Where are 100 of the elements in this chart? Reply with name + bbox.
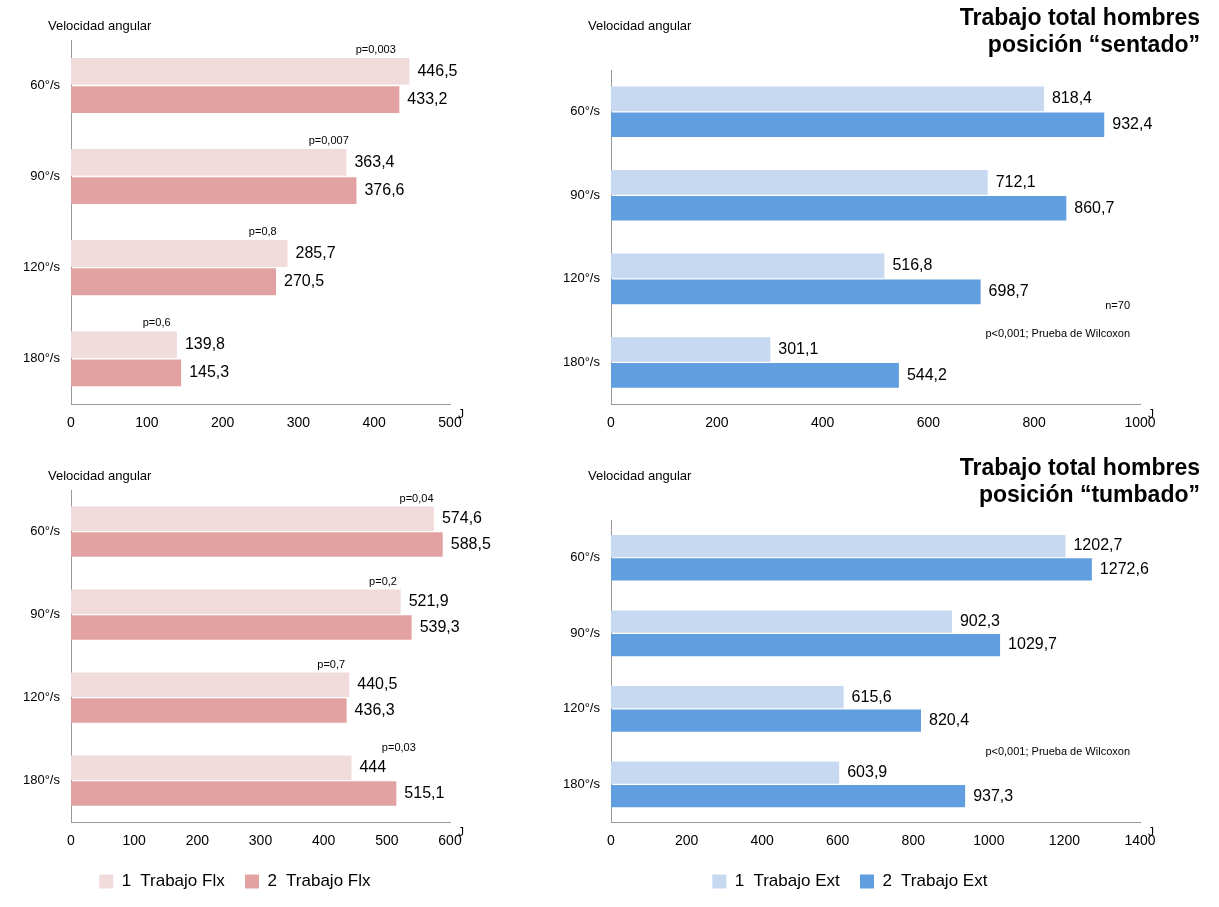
bar: [71, 781, 397, 806]
y-tick-label: 180°/s: [562, 354, 601, 369]
y-tick-label: 120°/s: [22, 689, 61, 705]
data-label: 712,1: [995, 172, 1036, 190]
data-label: 1272,6: [1099, 559, 1149, 577]
data-label: 515,1: [404, 783, 445, 801]
y-axis-title: Velocidad angular: [588, 18, 692, 33]
x-tick-label: 1000: [973, 832, 1005, 849]
y-tick-label: 180°/s: [562, 776, 601, 791]
x-tick-label: 200: [674, 832, 699, 849]
x-tick-label: 400: [810, 414, 835, 431]
data-label: 588,5: [450, 534, 491, 552]
bar: [71, 149, 347, 176]
x-tick-label: 300: [286, 414, 311, 431]
bar: [611, 761, 840, 784]
bar: [611, 558, 1092, 581]
x-tick-label: 100: [122, 832, 147, 849]
bar: [71, 268, 277, 296]
data-label: 820,4: [928, 710, 970, 728]
x-tick-label: 0: [67, 414, 76, 431]
data-label: 285,7: [295, 243, 336, 261]
data-label: 1029,7: [1008, 635, 1058, 653]
x-tick-label: 0: [607, 414, 616, 431]
x-tick-label: 200: [210, 414, 235, 431]
annotation: p=0,04: [399, 492, 434, 505]
y-axis-title: Velocidad angular: [588, 468, 692, 483]
y-axis-title: Velocidad angular: [48, 468, 152, 483]
y-tick-label: 90°/s: [570, 624, 601, 640]
bar: [71, 672, 350, 697]
y-tick-label: 120°/s: [562, 270, 601, 286]
bar: [611, 686, 844, 709]
x-tick-label: 0: [607, 832, 616, 849]
bar: [71, 615, 412, 640]
data-label: 860,7: [1074, 198, 1115, 216]
annotation: p=0,03: [381, 741, 416, 754]
bar: [611, 534, 1066, 558]
data-label: 376,6: [364, 181, 405, 199]
bar: [71, 240, 288, 267]
x-tick-label: 800: [1022, 414, 1047, 431]
y-tick-label: 120°/s: [22, 259, 61, 275]
data-label: 698,7: [988, 282, 1029, 300]
bar: [71, 698, 347, 723]
bar: [611, 337, 771, 362]
x-tick-label: 500: [375, 832, 399, 849]
legend-label: 2 Trabajo Flx: [267, 871, 371, 891]
annotation: p=0,007: [308, 134, 349, 147]
bar: [611, 610, 952, 633]
legend-label: 2 Trabajo Ext: [882, 871, 988, 891]
y-tick-label: 60°/s: [570, 103, 601, 119]
annotation: p=0,6: [142, 316, 171, 329]
x-tick-label: 200: [185, 832, 210, 849]
bar: [611, 112, 1105, 138]
x-tick-label: 800: [901, 832, 926, 849]
bar: [611, 785, 966, 808]
data-label: 139,8: [184, 334, 226, 352]
data-label: 301,1: [778, 339, 819, 357]
bar: [611, 363, 899, 388]
x-tick-label: 400: [750, 832, 775, 849]
x-tick-label: 400: [362, 414, 387, 431]
y-tick-label: 90°/s: [30, 606, 61, 622]
data-label: 937,3: [973, 786, 1014, 804]
y-tick-label: 90°/s: [30, 168, 61, 184]
chart-title: Trabajo total hombres posición “sentado”: [958, 4, 1200, 58]
bar: [71, 86, 400, 114]
x-tick-label: 200: [705, 414, 729, 431]
data-label: 363,4: [354, 152, 395, 170]
chart-title: Trabajo total hombres posición “tumbado”: [958, 454, 1200, 508]
y-tick-label: 180°/s: [22, 772, 61, 788]
data-label: 521,9: [408, 592, 449, 610]
data-label: 516,8: [892, 256, 933, 274]
bar: [71, 177, 357, 205]
bar: [71, 58, 410, 85]
bar: [611, 170, 988, 195]
legend-label: 1 Trabajo Ext: [734, 871, 840, 891]
x-tick-label: 0: [67, 832, 76, 849]
data-label: 440,5: [357, 675, 398, 693]
x-tick-label: 400: [311, 832, 336, 849]
bar: [71, 359, 182, 387]
y-tick-label: 60°/s: [30, 523, 61, 539]
annotation: n=70: [1105, 299, 1130, 312]
data-label: 574,6: [441, 509, 483, 527]
annotation: p=0,7: [317, 658, 346, 671]
bar: [71, 589, 401, 614]
data-label: 902,3: [959, 612, 1001, 630]
y-tick-label: 180°/s: [22, 350, 61, 366]
y-tick-label: 120°/s: [562, 700, 601, 716]
data-label: 446,5: [417, 61, 458, 79]
data-label: 270,5: [284, 272, 325, 290]
bar: [611, 253, 885, 279]
data-label: 544,2: [906, 365, 948, 383]
bar: [71, 532, 443, 557]
data-label: 145,3: [189, 363, 230, 381]
annotation: p<0,001; Prueba de Wilcoxon: [985, 745, 1130, 758]
data-label: 444: [359, 758, 387, 776]
data-label: 818,4: [1051, 89, 1093, 107]
annotation: p=0,2: [369, 575, 397, 588]
data-label: 433,2: [407, 90, 448, 108]
x-tick-label: 300: [248, 832, 273, 849]
bar: [71, 506, 434, 531]
bar: [611, 633, 1001, 657]
